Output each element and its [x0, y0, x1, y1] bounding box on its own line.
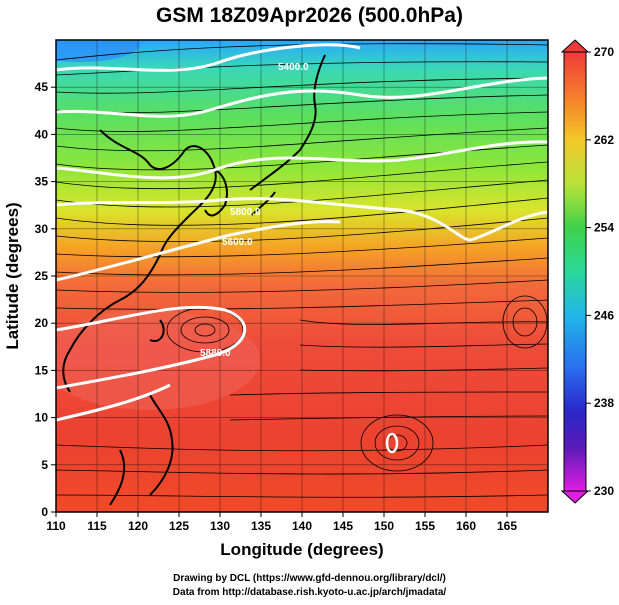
contour-label-5800: 5800.0 [230, 207, 261, 218]
contour-label-5400: 5400.0 [278, 62, 309, 73]
contour-label-5600: 5600.0 [222, 237, 253, 248]
y-tick-label: 25 [35, 269, 49, 283]
x-tick-label: 135 [251, 519, 271, 533]
y-tick-label: 0 [41, 505, 48, 519]
x-tick-label: 130 [210, 519, 230, 533]
x-tick-label: 160 [456, 519, 476, 533]
x-tick-label: 125 [169, 519, 189, 533]
colorbar-tick-label: 246 [594, 308, 614, 322]
y-tick-label: 30 [35, 222, 49, 236]
colorbar-ticks: 270 262 254 246 238 230 [586, 45, 614, 498]
credit-drawing: Drawing by DCL (https://www.gfd-dennou.o… [173, 573, 446, 584]
chart-title: GSM 18Z09Apr2026 (500.0hPa) [156, 4, 463, 27]
y-tick-label: 40 [35, 127, 49, 141]
y-tick-label: 15 [35, 363, 49, 377]
geopotential-contours [56, 43, 548, 454]
x-tick-label: 150 [374, 519, 394, 533]
colorbar-tick-label: 270 [594, 45, 614, 59]
x-axis-label: Longitude (degrees) [220, 540, 383, 559]
x-axis-ticks: 110 115 120 125 130 135 140 145 150 155 160 165 [46, 512, 517, 533]
x-tick-label: 165 [497, 519, 517, 533]
colorbar-tick-label: 230 [594, 484, 614, 498]
y-axis-label: Latitude (degrees) [3, 202, 22, 349]
colorbar-tick-label: 238 [594, 396, 614, 410]
contour-label-5880: 5880.0 [200, 348, 231, 359]
y-axis-ticks: 0 5 10 15 20 25 30 35 40 45 [35, 80, 56, 519]
colorbar: 270 262 254 246 238 230 [560, 39, 614, 504]
y-tick-label: 10 [35, 411, 49, 425]
cold-pool [56, 40, 140, 62]
colorbar-tick-label: 254 [594, 221, 614, 235]
colorbar-scale [563, 51, 587, 492]
y-tick-label: 35 [35, 175, 49, 189]
credit-data-source: Data from http://database.rish.kyoto-u.a… [172, 587, 447, 598]
y-tick-label: 20 [35, 316, 49, 330]
y-tick-label: 5 [41, 458, 48, 472]
x-tick-label: 145 [333, 519, 353, 533]
colorbar-bottom-arrow [560, 490, 590, 504]
y-tick-label: 45 [35, 80, 49, 94]
colorbar-tick-label: 262 [594, 133, 614, 147]
x-tick-label: 155 [415, 519, 435, 533]
x-tick-label: 115 [87, 519, 107, 533]
colorbar-top-arrow [560, 39, 590, 53]
x-tick-label: 120 [128, 519, 148, 533]
warm-high-region [56, 310, 260, 410]
x-tick-label: 140 [292, 519, 312, 533]
x-tick-label: 110 [46, 519, 66, 533]
coastline [62, 54, 326, 506]
